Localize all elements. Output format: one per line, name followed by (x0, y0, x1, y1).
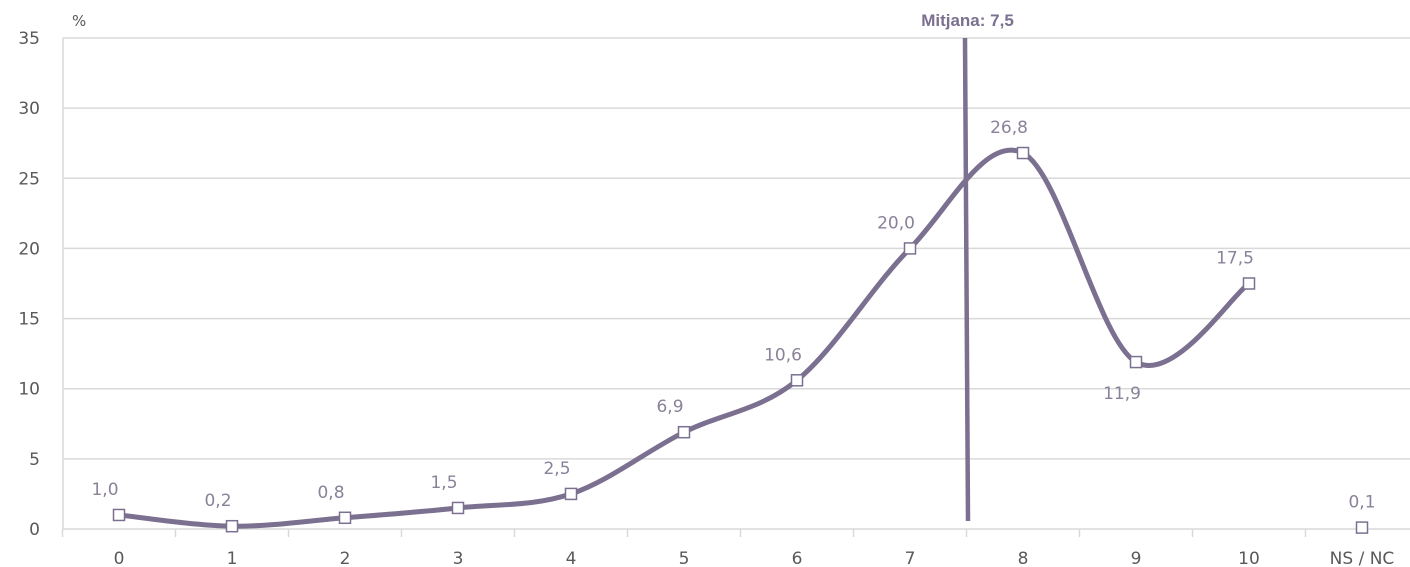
data-label: 10,6 (764, 345, 802, 365)
y-tick-label: 35 (18, 29, 40, 49)
x-tick-label: 6 (792, 549, 803, 567)
y-tick-label: 5 (29, 450, 40, 470)
data-point (1129, 355, 1143, 369)
data-label: 2,5 (543, 459, 570, 479)
x-tick-label: 2 (340, 549, 351, 567)
data-point (338, 511, 352, 525)
series-path (116, 147, 1252, 529)
x-tick-label: 1 (227, 549, 238, 567)
series-markers (112, 146, 1369, 534)
data-label: 1,5 (430, 473, 457, 493)
gridlines (62, 37, 1410, 530)
x-tick-label: 0 (114, 549, 125, 567)
data-point (1355, 521, 1369, 534)
data-point (677, 425, 691, 439)
y-tick-label: 25 (18, 169, 40, 189)
series-line (116, 147, 1252, 529)
y-tick-label: 10 (18, 380, 40, 400)
data-labels: 1,0 0,2 0,8 1,5 2,5 6,9 10,6 20,0 26,8 11,9 17,5 0,… (91, 118, 1375, 513)
mean-line (962, 37, 971, 522)
x-tick-label: 8 (1018, 549, 1029, 567)
data-point (225, 519, 239, 533)
data-label: 11,9 (1103, 384, 1141, 404)
x-tick-label: 3 (453, 549, 464, 567)
y-tick-label: 20 (18, 239, 40, 259)
mean-label: Mitjana: 7,5 (921, 11, 1014, 30)
x-tick-label: NS / NC (1330, 549, 1395, 567)
data-label: 20,0 (877, 213, 915, 233)
data-label: 6,9 (656, 397, 683, 417)
data-label: 26,8 (990, 118, 1028, 138)
y-axis: 0 5 10 15 20 25 30 35 (18, 29, 40, 540)
x-tick-label: 5 (679, 549, 690, 567)
x-tick-label: 7 (905, 549, 916, 567)
data-point (903, 242, 917, 255)
x-tick-label: 9 (1131, 549, 1142, 567)
data-point (112, 508, 126, 522)
y-axis-unit-label: % (72, 12, 86, 30)
data-label: 0,2 (204, 491, 231, 511)
data-point (1016, 146, 1030, 160)
x-tick-label: 10 (1238, 549, 1260, 567)
data-label: 1,0 (91, 480, 118, 500)
data-point (1242, 277, 1256, 290)
data-label: 0,8 (317, 483, 344, 503)
data-label: 17,5 (1216, 249, 1254, 269)
x-tick-label: 4 (566, 549, 577, 567)
mean-line-group: Mitjana: 7,5 (921, 11, 1014, 522)
y-tick-label: 0 (29, 520, 40, 540)
x-axis: 0 1 2 3 4 5 6 7 8 9 10 NS / NC (61, 529, 1395, 567)
data-point (451, 501, 465, 515)
data-point (790, 374, 804, 387)
y-tick-label: 15 (18, 310, 40, 330)
data-point (564, 487, 578, 501)
data-label: 0,1 (1348, 493, 1375, 513)
y-tick-label: 30 (18, 99, 40, 119)
